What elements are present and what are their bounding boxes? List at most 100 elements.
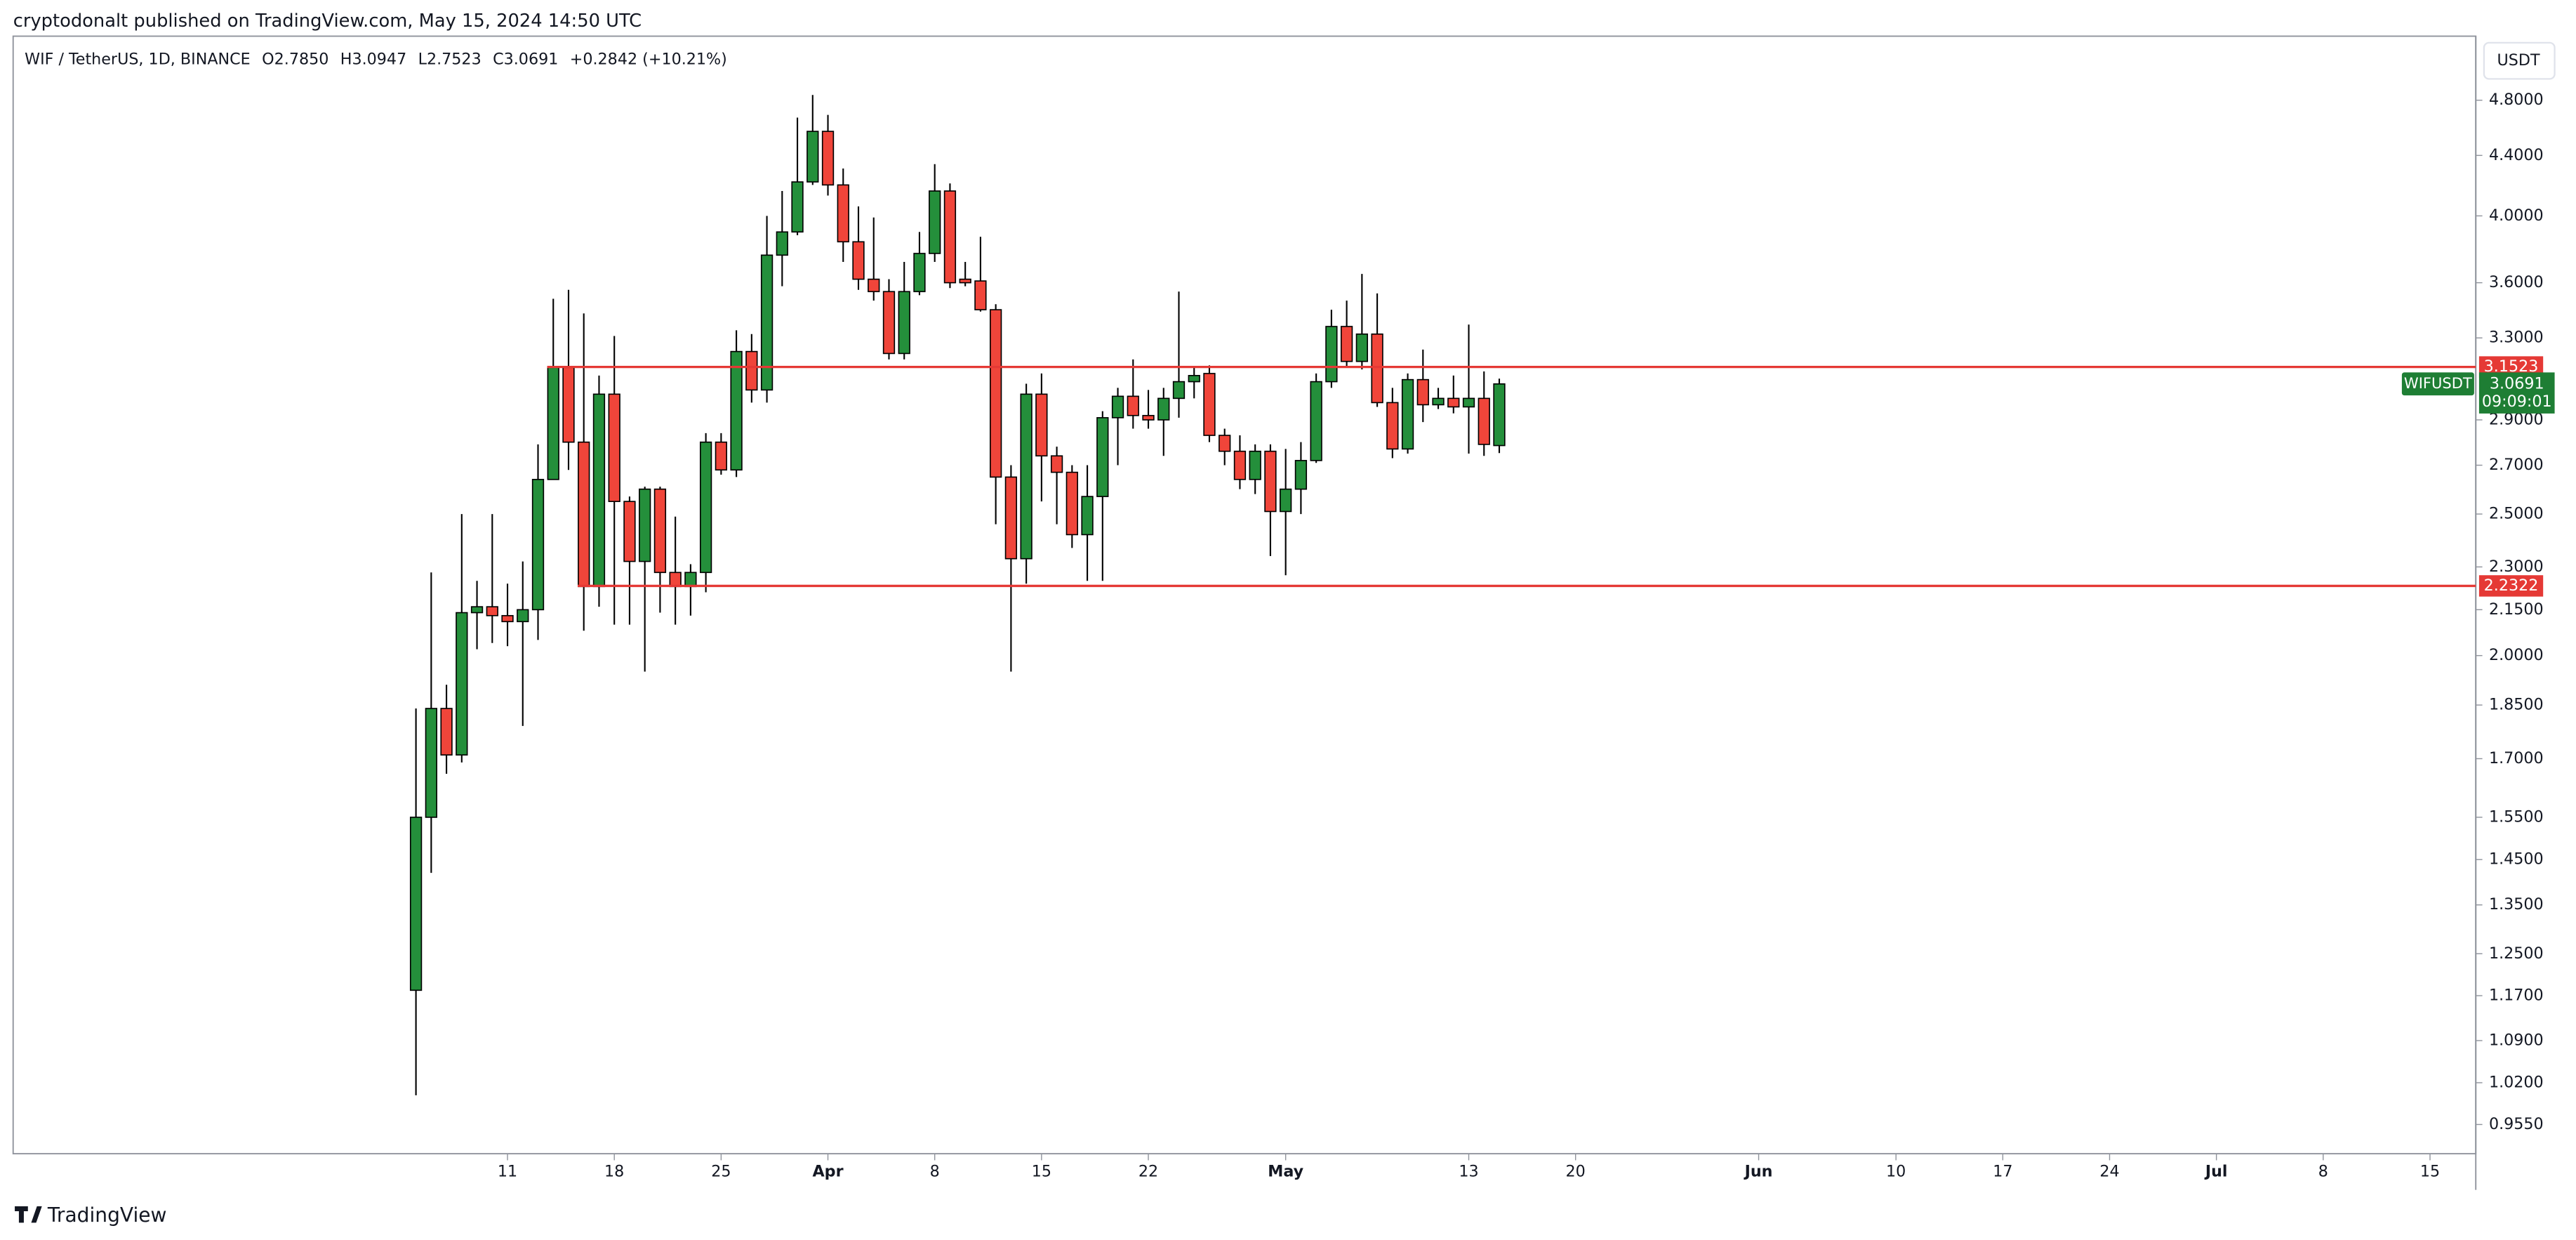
candle-body (1432, 397, 1445, 406)
y-tick-label: 2.0000 (2489, 646, 2544, 664)
candle-body (1233, 450, 1247, 480)
candle-body (868, 278, 880, 293)
y-tick-label: 4.4000 (2489, 146, 2544, 164)
candle-body (486, 606, 498, 616)
candle-body (974, 280, 987, 310)
x-tick-label: 18 (604, 1162, 624, 1180)
x-tick-label: 8 (930, 1162, 940, 1180)
candle-body (440, 708, 453, 756)
candle-body (1111, 395, 1124, 418)
candle-body (1050, 455, 1063, 473)
last-price-tag (2478, 372, 2555, 414)
currency-label: USDT (2497, 51, 2540, 70)
legend-item: L2.7523 (418, 50, 482, 68)
y-tick-label: 2.7000 (2489, 456, 2544, 474)
currency-button[interactable] (2483, 41, 2556, 80)
candle-body (562, 367, 575, 443)
candle-body (745, 350, 758, 391)
last-price-label: 3.0691 (2490, 374, 2544, 393)
candle-body (1310, 381, 1322, 461)
y-tick-label: 1.5500 (2489, 807, 2544, 826)
y-tick-label: 3.3000 (2489, 329, 2544, 347)
candle-body (653, 488, 667, 574)
candle-body (821, 131, 835, 186)
candle-body (1401, 378, 1414, 450)
candle-body (715, 441, 728, 471)
y-tick-label: 1.0900 (2489, 1031, 2544, 1050)
candle-body (760, 254, 774, 391)
footer-brand: TradingView (15, 1203, 167, 1227)
legend-item: O2.7850 (262, 50, 328, 68)
y-tick-label: 2.3000 (2489, 558, 2544, 576)
candle-body (623, 501, 636, 562)
publish-header: cryptodonalt published on TradingView.co… (13, 11, 642, 32)
x-tick-label: 11 (498, 1162, 517, 1180)
candle-body (592, 393, 606, 588)
candle-body (699, 441, 712, 574)
y-tick-label: 2.5000 (2489, 505, 2544, 523)
x-tick-label: May (1268, 1162, 1303, 1180)
candle-body (1203, 373, 1216, 436)
candle-body (1386, 402, 1399, 450)
brand-name: TradingView (47, 1203, 167, 1227)
candle-body (425, 708, 437, 818)
candle-body (837, 184, 849, 243)
candle-body (1142, 414, 1155, 421)
x-tick-label: 10 (1886, 1162, 1906, 1180)
candle-body (1371, 333, 1383, 404)
candle-body (1264, 450, 1277, 513)
symbol-tag (2401, 372, 2474, 396)
x-tick-label: 20 (1566, 1162, 1586, 1180)
symbol-legend: WIF / TetherUS, 1D, BINANCE O2.7850 H3.094… (25, 50, 727, 68)
y-tick-label: 0.9550 (2489, 1115, 2544, 1133)
candle-body (1355, 333, 1369, 362)
y-tick-label: 2.1500 (2489, 600, 2544, 619)
candle-body (776, 231, 788, 256)
candle-body (1035, 393, 1048, 457)
y-tick-label: 4.0000 (2489, 206, 2544, 225)
y-tick-label: 1.3500 (2489, 895, 2544, 913)
y-tick-label: 1.8500 (2489, 696, 2544, 714)
y-tick-label: 1.0200 (2489, 1073, 2544, 1091)
countdown-label: 09:09:01 (2482, 393, 2552, 411)
x-tick-label: 22 (1138, 1162, 1158, 1180)
candle-body (1294, 460, 1308, 490)
candle-body (959, 278, 971, 284)
x-tick-label: 15 (2420, 1162, 2440, 1180)
symbol-tag-label: WIFUSDT (2404, 374, 2472, 392)
y-tick-label: 1.4500 (2489, 850, 2544, 869)
candle-body (409, 817, 423, 991)
candle-body (1340, 326, 1353, 362)
y-tick-label: 4.8000 (2489, 91, 2544, 109)
candle-body (456, 612, 468, 756)
candle-body (517, 609, 529, 623)
candle-body (1004, 476, 1018, 560)
legend-item: H3.0947 (340, 50, 406, 68)
legend-item: WIF / TetherUS, 1D, BINANCE (25, 50, 251, 68)
candle-body (639, 488, 651, 562)
candle-body (806, 131, 819, 183)
candle-body (1127, 395, 1139, 416)
x-tick-label: Apr (812, 1162, 843, 1180)
legend-item: C3.0691 (493, 50, 558, 68)
y-tick-label: 1.2500 (2489, 944, 2544, 963)
brand-logo (15, 1206, 42, 1223)
candle-body (501, 614, 514, 623)
y-tick-label: 1.7000 (2489, 749, 2544, 767)
candle-body (791, 181, 804, 233)
candle-body (1020, 393, 1033, 560)
candle-body (1219, 435, 1231, 452)
x-tick-label: Jul (2204, 1162, 2228, 1180)
candle-body (1280, 488, 1292, 513)
candle-body (684, 572, 697, 588)
level-tag (2478, 575, 2544, 597)
candle-body (990, 309, 1002, 478)
candle-body (1096, 417, 1109, 497)
level-tag-label: 2.2322 (2484, 576, 2539, 595)
candle-body (852, 241, 865, 280)
candle-body (730, 350, 743, 471)
candle-body (898, 291, 910, 355)
candle-body (531, 479, 545, 611)
